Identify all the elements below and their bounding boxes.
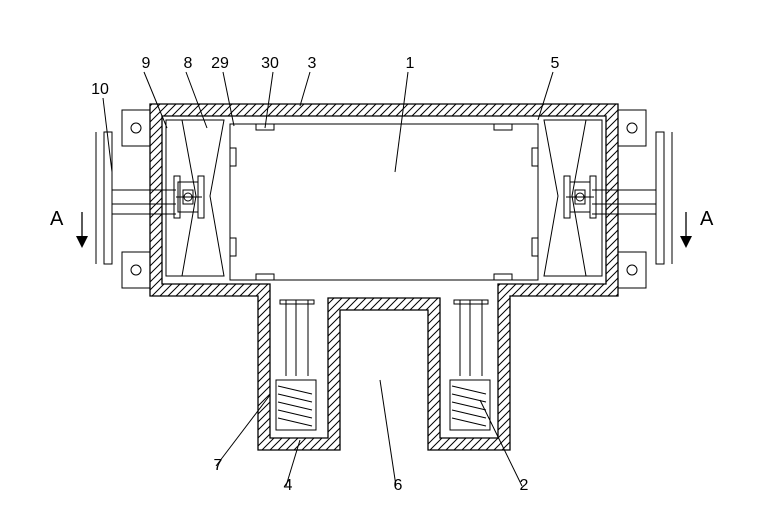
label-4: 4 xyxy=(284,477,293,494)
wedge-right xyxy=(544,120,602,276)
label-10: 10 xyxy=(91,81,109,98)
section-A-right: A xyxy=(700,208,714,230)
section-mark-right: A xyxy=(680,208,714,248)
label-6: 6 xyxy=(394,477,403,494)
leader-6 xyxy=(380,380,396,486)
leader-29 xyxy=(223,72,234,126)
label-9: 9 xyxy=(142,55,151,72)
label-7: 7 xyxy=(214,457,223,474)
section-mark-left: A xyxy=(50,208,88,248)
label-8: 8 xyxy=(184,55,193,72)
housing xyxy=(150,104,618,450)
leg-right-internal xyxy=(450,300,490,430)
label-2: 2 xyxy=(520,477,529,494)
hub-left xyxy=(174,176,204,218)
label-5: 5 xyxy=(551,55,560,72)
drawing-canvas: 1 3 5 30 29 8 9 10 2 4 6 7 A A xyxy=(0,0,767,524)
leader-3 xyxy=(300,72,310,106)
leader-30 xyxy=(265,72,273,128)
hub-right xyxy=(564,176,596,218)
label-3: 3 xyxy=(308,55,317,72)
leader-1 xyxy=(395,72,408,172)
leg-left-internal xyxy=(276,300,316,430)
flange-right xyxy=(592,110,672,288)
inner-chamber xyxy=(230,124,538,280)
label-29: 29 xyxy=(211,55,229,72)
wedge-left xyxy=(166,120,224,276)
section-A-left: A xyxy=(50,208,64,230)
label-1: 1 xyxy=(406,55,415,72)
label-30: 30 xyxy=(261,55,279,72)
